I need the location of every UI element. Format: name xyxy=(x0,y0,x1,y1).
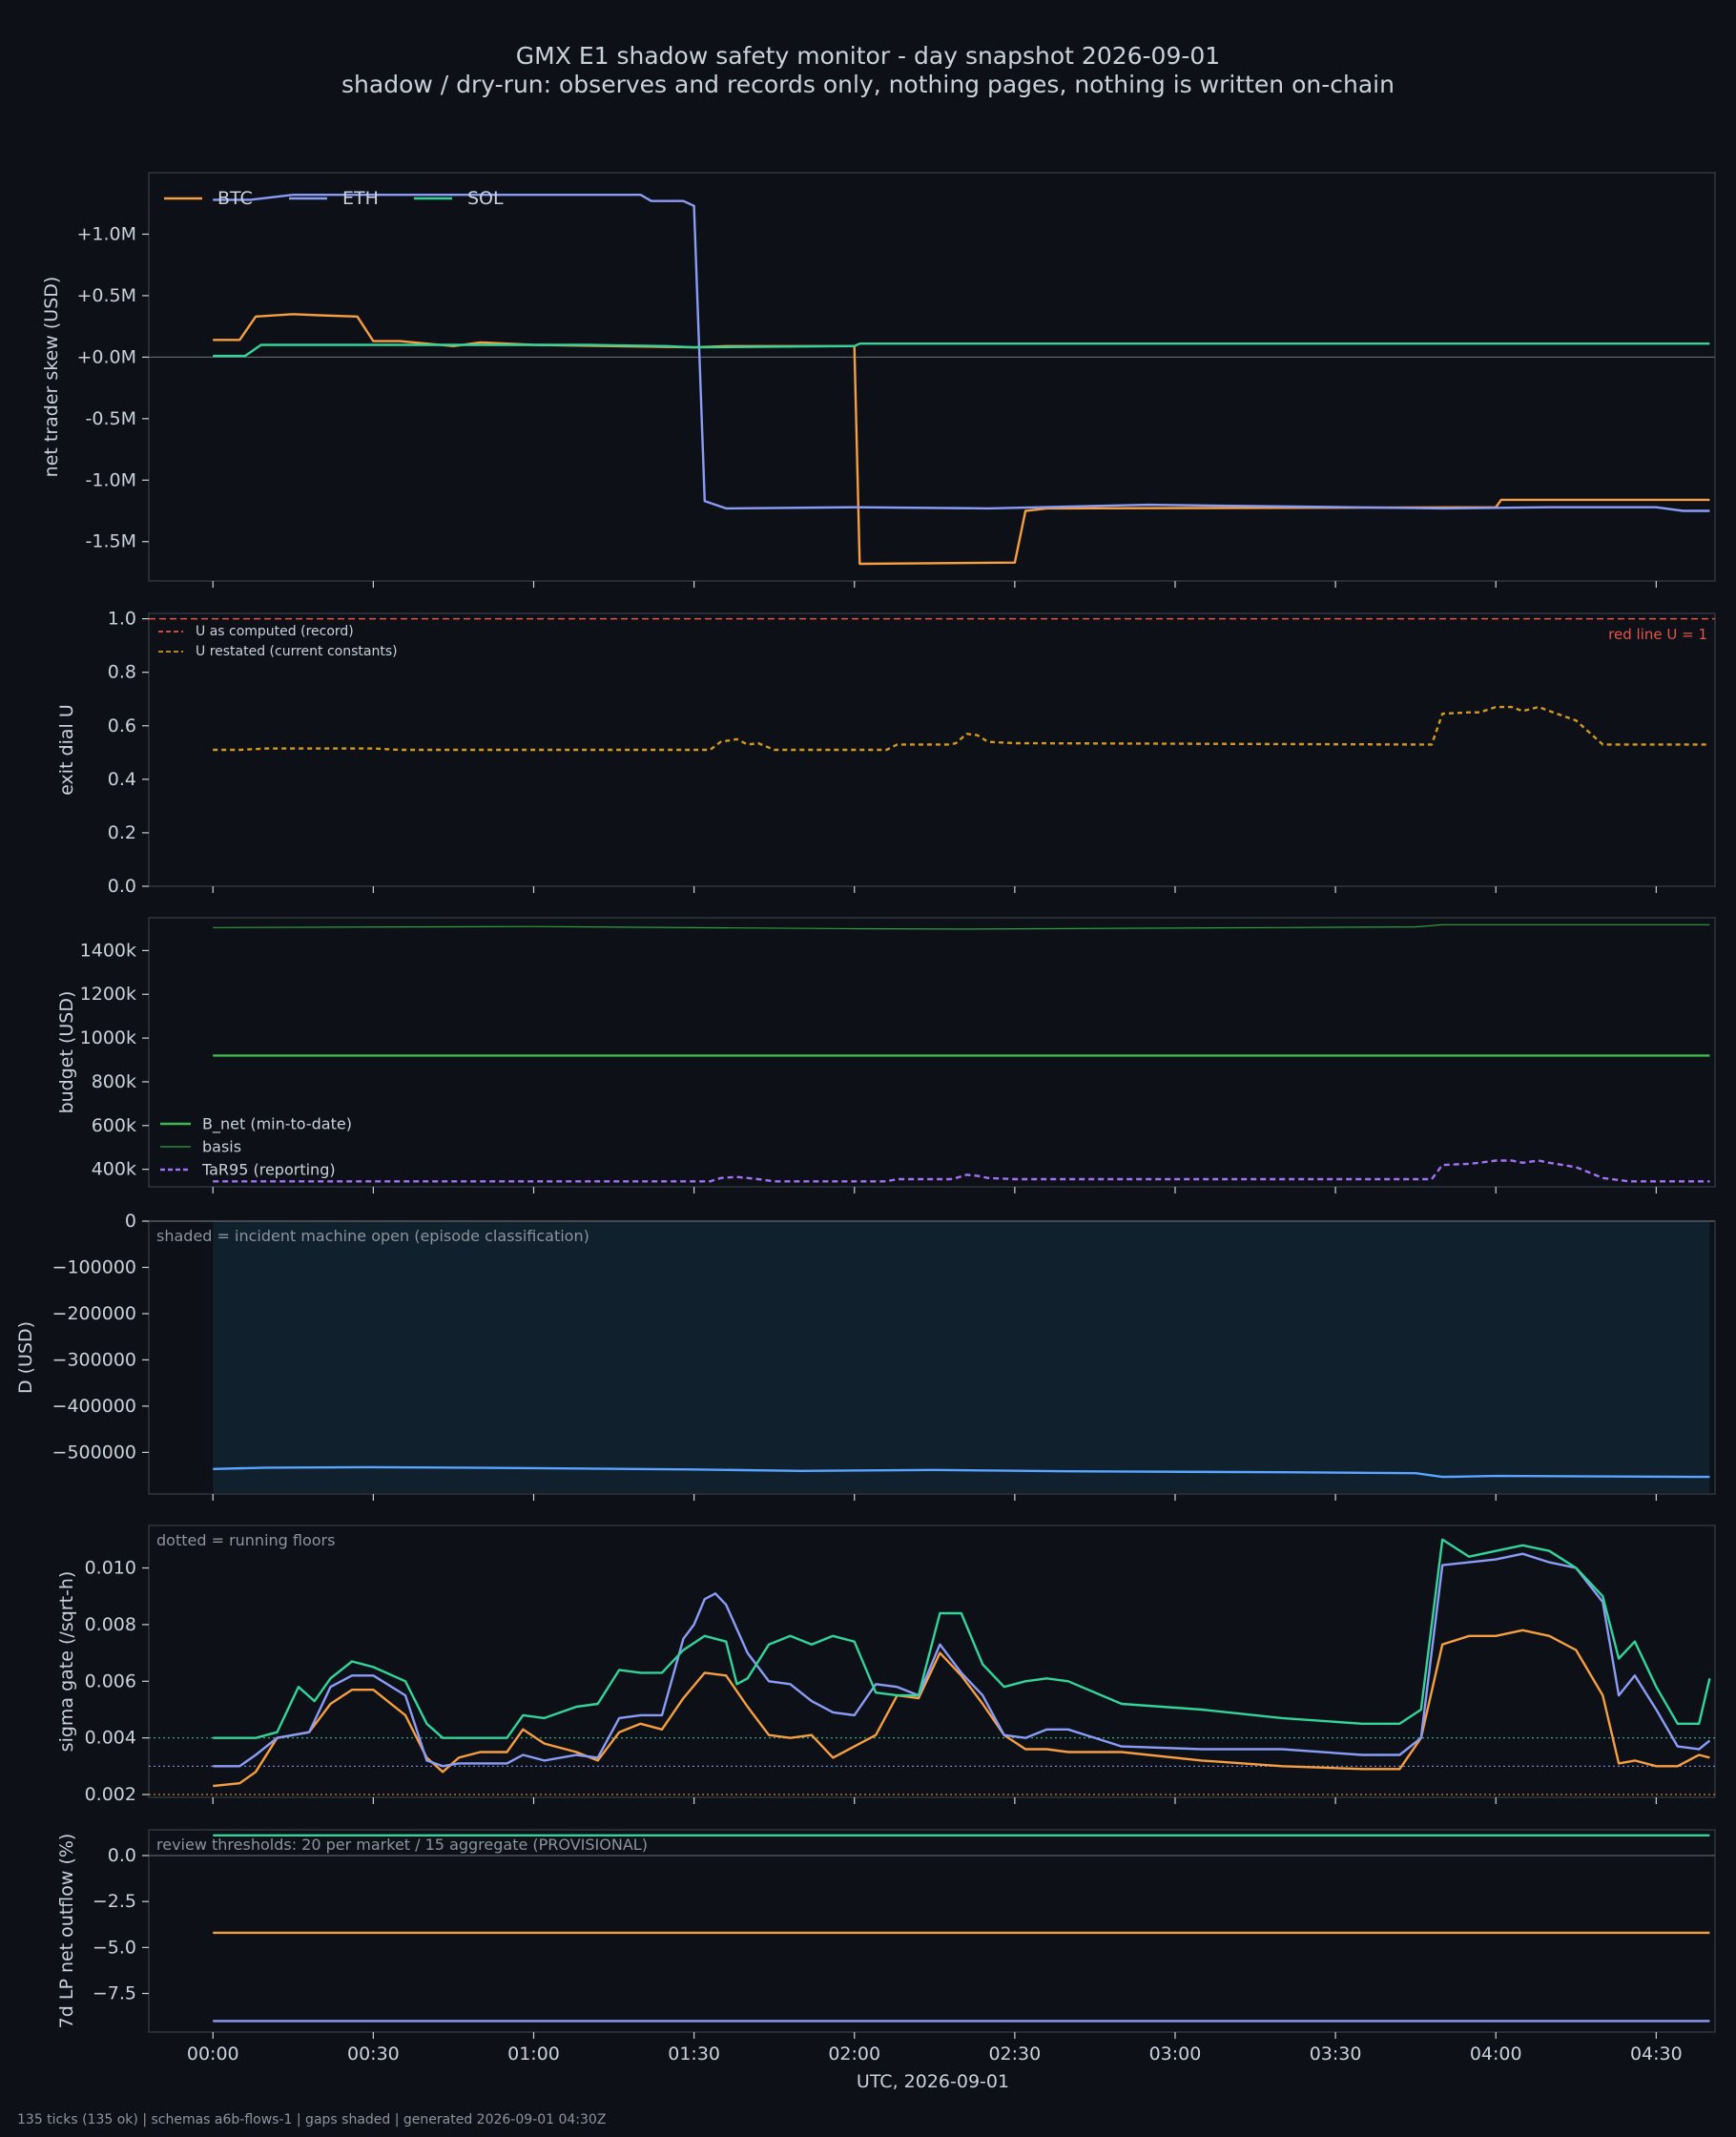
x-axis-label: UTC, 2026-09-01 xyxy=(857,2071,1009,2092)
skew-legend-label: SOL xyxy=(467,188,504,209)
exit-ytick-label: 0.0 xyxy=(108,876,136,897)
xtick-label: 02:00 xyxy=(828,2044,880,2064)
d-shade-region xyxy=(213,1222,1710,1493)
sigma-series-btc xyxy=(213,1629,1710,1788)
sigma-ytick-label: 0.002 xyxy=(85,1784,136,1805)
xtick-label: 02:30 xyxy=(988,2044,1041,2064)
footer-status: 135 ticks (135 ok) | schemas a6b-flows-1… xyxy=(17,2112,607,2127)
d-ytick-label: −500000 xyxy=(52,1442,136,1463)
lp-ytick-label: 0.0 xyxy=(108,1845,136,1866)
sigma-ylabel: sigma gate (/sqrt-h) xyxy=(56,1571,77,1753)
skew-ytick-label: -1.5M xyxy=(86,531,136,552)
xtick-label: 00:30 xyxy=(347,2044,400,2064)
budget-legend-label: B_net (min-to-date) xyxy=(202,1115,352,1134)
d-ytick-label: −400000 xyxy=(52,1396,136,1417)
skew-panel-frame xyxy=(148,172,1716,582)
d-ytick-label: −200000 xyxy=(52,1303,136,1324)
skew-ylabel: net trader skew (USD) xyxy=(41,277,62,478)
lp-ytick-label: −7.5 xyxy=(93,1983,136,2004)
sigma-series-sol xyxy=(213,1538,1711,1739)
skew-series-eth xyxy=(213,193,1710,512)
d-annotation: shaded = incident machine open (episode … xyxy=(156,1227,589,1245)
exit-panel-frame xyxy=(148,612,1716,887)
chart-subtitle: shadow / dry-run: observes and records o… xyxy=(341,71,1395,98)
budget-ytick-label: 600k xyxy=(92,1115,136,1136)
sigma-ytick-label: 0.006 xyxy=(85,1670,136,1691)
budget-ytick-label: 1200k xyxy=(80,984,136,1005)
exit-legend-label: U restated (current constants) xyxy=(196,644,398,659)
skew-ytick-label: -1.0M xyxy=(86,469,136,490)
budget-legend-label: TaR95 (reporting) xyxy=(201,1161,336,1179)
lp-panel-frame xyxy=(148,1829,1716,2033)
exit-ytick-label: 1.0 xyxy=(108,609,136,630)
budget-ylabel: budget (USD) xyxy=(56,991,77,1114)
chart-title: GMX E1 shadow safety monitor - day snaps… xyxy=(515,42,1221,70)
skew-ytick-label: +1.0M xyxy=(76,223,136,244)
exit-ytick-label: 0.4 xyxy=(108,769,136,790)
xtick-label: 03:30 xyxy=(1310,2044,1362,2064)
exit-ylabel: exit dial U xyxy=(56,704,77,796)
exit-ytick-label: 0.2 xyxy=(108,822,136,843)
budget-ytick-label: 800k xyxy=(92,1071,136,1092)
sigma-annotation: dotted = running floors xyxy=(156,1531,335,1549)
d-ytick-label: −100000 xyxy=(52,1256,136,1277)
xtick-label: 04:00 xyxy=(1470,2044,1522,2064)
budget-legend-label: basis xyxy=(202,1138,241,1156)
budget-series-basis xyxy=(213,923,1710,930)
lp-annotation: review thresholds: 20 per market / 15 ag… xyxy=(156,1836,648,1854)
xtick-label: 04:30 xyxy=(1630,2044,1683,2064)
xtick-label: 03:00 xyxy=(1149,2044,1202,2064)
exit-series-u-restated-current-constants- xyxy=(213,705,1710,752)
skew-ytick-label: -0.5M xyxy=(86,408,136,429)
sigma-series-eth xyxy=(213,1552,1711,1768)
skew-ytick-label: +0.0M xyxy=(76,346,136,367)
skew-ytick-label: +0.5M xyxy=(76,285,136,306)
exit-ytick-label: 0.6 xyxy=(108,716,136,737)
d-series-0 xyxy=(213,1465,1710,1479)
lp-ytick-label: −5.0 xyxy=(93,1937,136,1958)
d-ylabel: D (USD) xyxy=(15,1321,36,1394)
lp-ylabel: 7d LP net outflow (%) xyxy=(56,1834,77,2029)
xtick-label: 01:00 xyxy=(507,2044,560,2064)
skew-series-sol xyxy=(213,342,1710,358)
sigma-ytick-label: 0.010 xyxy=(85,1558,136,1579)
exit-redline-label: red line U = 1 xyxy=(1608,626,1707,643)
xtick-label: 00:00 xyxy=(187,2044,239,2064)
budget-series-tar95-reporting- xyxy=(213,1159,1710,1183)
budget-ytick-label: 400k xyxy=(92,1159,136,1180)
sigma-ytick-label: 0.004 xyxy=(85,1728,136,1749)
xtick-label: 01:30 xyxy=(668,2044,720,2064)
exit-ytick-label: 0.8 xyxy=(108,662,136,683)
budget-ytick-label: 1000k xyxy=(80,1027,136,1048)
skew-legend-label: ETH xyxy=(342,188,379,209)
budget-panel-frame xyxy=(148,917,1716,1188)
d-ytick-label: 0 xyxy=(125,1211,136,1232)
skew-legend-label: BTC xyxy=(217,188,253,209)
sigma-ytick-label: 0.008 xyxy=(85,1614,136,1635)
d-ytick-label: −300000 xyxy=(52,1349,136,1370)
budget-ytick-label: 1400k xyxy=(80,940,136,961)
exit-legend-label: U as computed (record) xyxy=(196,624,354,639)
lp-ytick-label: −2.5 xyxy=(93,1891,136,1912)
